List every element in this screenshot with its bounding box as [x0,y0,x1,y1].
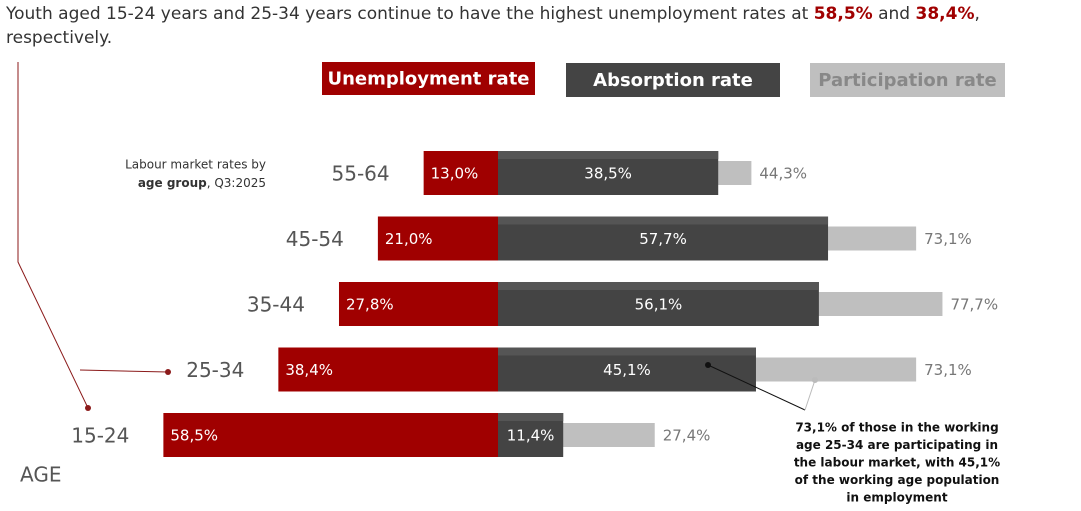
category-label: 45-54 [286,227,344,251]
value-label: 73,1% [924,230,972,248]
connector-dot [85,405,91,411]
annotation-line [804,379,816,411]
value-label: 73,1% [924,361,972,379]
annotation-text: of the working age population [795,473,1000,487]
unemployment-bar [338,282,498,326]
value-label: 21,0% [385,230,433,248]
unemployment-bar [163,413,498,457]
title-text: and [873,4,916,24]
absorption-bar-band [498,413,564,421]
annotation-text: the labour market, with 45,1% [794,456,1000,470]
value-label: 57,7% [639,230,687,248]
category-label: 15-24 [71,424,129,448]
annotation-line [707,364,806,411]
note: age group, Q3:2025 [138,176,266,190]
absorption-bar-band [498,347,756,356]
legend-label: Participation rate [818,70,996,91]
annotation-text: in employment [846,491,947,505]
value-label: 56,1% [635,296,683,314]
value-label: 38,5% [584,165,632,183]
legend-swatch [322,62,535,95]
value-label: 11,4% [507,427,555,445]
absorption-bar-band [498,282,819,290]
title-highlight: 38,4% [916,4,975,24]
value-label: 44,3% [759,165,807,183]
title-text: Youth aged 15-24 years and 25-34 years c… [5,4,814,24]
value-label: 77,7% [950,296,998,314]
connector [79,369,169,373]
chart-title: respectively. [6,28,112,48]
legend-label: Absorption rate [593,70,753,91]
unemployment-bar [377,216,498,261]
legend-swatch [566,63,780,97]
value-label: 13,0% [431,165,479,183]
value-label: 27,8% [346,296,394,314]
annotation-text: age 25-34 are participating in [796,438,998,452]
chart-title: Youth aged 15-24 years and 25-34 years c… [5,4,980,24]
note: Labour market rates by [125,158,266,172]
category-label: 25-34 [186,358,244,382]
category-label: 55-64 [332,162,390,186]
value-label: 58,5% [170,427,218,445]
connector-dot [165,369,171,375]
title-highlight: 58,5% [814,4,873,24]
annotation-dot [705,362,711,368]
absorption-bar-band [498,216,829,225]
annotation-text: 73,1% of those in the working [795,421,998,435]
axis-label: AGE [20,463,61,487]
title-text: , [974,4,979,24]
value-label: 45,1% [603,361,651,379]
absorption-bar-band [498,151,719,159]
value-label: 27,4% [663,427,711,445]
value-label: 38,4% [285,361,333,379]
connector [17,62,89,409]
legend-swatch [810,63,1005,97]
bars: 13,0% 38,5% 44,3% 55-64 21,0% 57,7% 73,1% 45-54… [71,151,998,457]
unemployment-bar [278,347,498,392]
annotation: 73,1% of those in the working age 25-34 a… [794,421,1000,505]
annotation-dot [812,377,818,383]
note-bold: age group [138,176,207,190]
unemployment-bar [423,151,498,195]
category-label: 35-44 [247,293,305,317]
legend-label: Unemployment rate [327,69,529,90]
note-text: , Q3:2025 [207,176,266,190]
